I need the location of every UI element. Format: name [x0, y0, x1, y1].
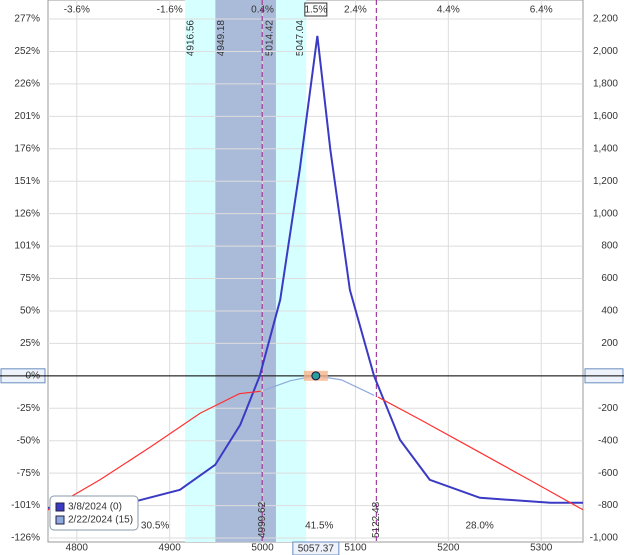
y-tick-label: -1,000: [590, 533, 619, 544]
pct-tick-label: 50%: [20, 306, 40, 317]
y-tick-label: 2,000: [593, 46, 618, 57]
price-box: [292, 541, 340, 555]
current-price: 5057.37: [298, 544, 335, 555]
x-tick-label: 5000: [251, 543, 274, 554]
pct-tick-label: 277%: [14, 14, 40, 25]
x-tick-label: 4900: [159, 543, 182, 554]
change-box: [304, 2, 328, 17]
pct-tick-label: 252%: [14, 46, 40, 57]
pnl-line: [47, 35, 583, 509]
band-label: 4916.56: [186, 20, 197, 57]
zone-label: 28.0%: [465, 521, 493, 532]
pct-tick-label: -126%: [11, 533, 40, 544]
y-tick-label: 600: [601, 273, 618, 284]
y-tick-label: 2,200: [593, 14, 618, 25]
pct-tick-label: 25%: [20, 338, 40, 349]
y-tick-label: 1,800: [593, 79, 618, 90]
y-tick-label: -600: [598, 468, 618, 479]
y-tick-label: 400: [601, 306, 618, 317]
pct-tick-label: 226%: [14, 79, 40, 90]
plot-area: [47, 0, 584, 543]
breakeven-label: 4999.62: [257, 501, 268, 538]
y-tick-label: 1,200: [593, 176, 618, 187]
legend-label: 2/22/2024 (15): [68, 515, 133, 526]
y-tick-label: -400: [598, 435, 618, 446]
pnl-line: [47, 390, 261, 511]
pct-tick-label: 101%: [14, 241, 40, 252]
y-tick-label: 200: [601, 338, 618, 349]
pct-tick-label: 75%: [20, 273, 40, 284]
pct-tick-label: -25%: [17, 403, 40, 414]
y-tick-label: 1,600: [593, 111, 618, 122]
pct-tick-label: -50%: [17, 435, 40, 446]
band-label: 5014.42: [265, 20, 276, 57]
legend-swatch: [55, 502, 65, 512]
legend-label: 3/8/2024 (0): [68, 502, 122, 513]
x-tick-label: 5200: [437, 543, 460, 554]
y-tick-label: -800: [598, 500, 618, 511]
pnl-line: [377, 396, 584, 511]
pct-tick-label: -101%: [11, 500, 40, 511]
zone-label: 30.5%: [141, 521, 169, 532]
top-tick-label: 2.4%: [344, 5, 367, 16]
range-band: [215, 0, 276, 542]
price-dot: [311, 371, 321, 381]
band-label: 5047.04: [295, 20, 306, 57]
pct-tick-label: -75%: [17, 468, 40, 479]
y-tick-label: 800: [601, 241, 618, 252]
pct-tick-label: 126%: [14, 208, 40, 219]
zone-label: 41.5%: [305, 521, 333, 532]
breakeven-label: 5122.48: [371, 501, 382, 538]
band-label: 4949.18: [216, 20, 227, 57]
x-tick-label: 5300: [530, 543, 553, 554]
y-tick-label: 1,000: [593, 208, 618, 219]
x-tick-label: 5100: [344, 543, 367, 554]
y-tick-label: -200: [598, 403, 618, 414]
current-change: 1.5%: [304, 5, 327, 16]
legend: [49, 495, 139, 531]
x-tick-label: 4800: [66, 543, 89, 554]
pct-tick-label: 201%: [14, 111, 40, 122]
top-tick-label: -3.6%: [64, 5, 90, 16]
pct-tick-label: 151%: [14, 176, 40, 187]
pct-tick-label: 176%: [14, 143, 40, 154]
top-tick-label: 4.4%: [437, 5, 460, 16]
y-tick-label: 1,400: [593, 143, 618, 154]
top-tick-label: -1.6%: [157, 5, 183, 16]
top-tick-label: 6.4%: [530, 5, 553, 16]
legend-swatch: [55, 515, 65, 525]
